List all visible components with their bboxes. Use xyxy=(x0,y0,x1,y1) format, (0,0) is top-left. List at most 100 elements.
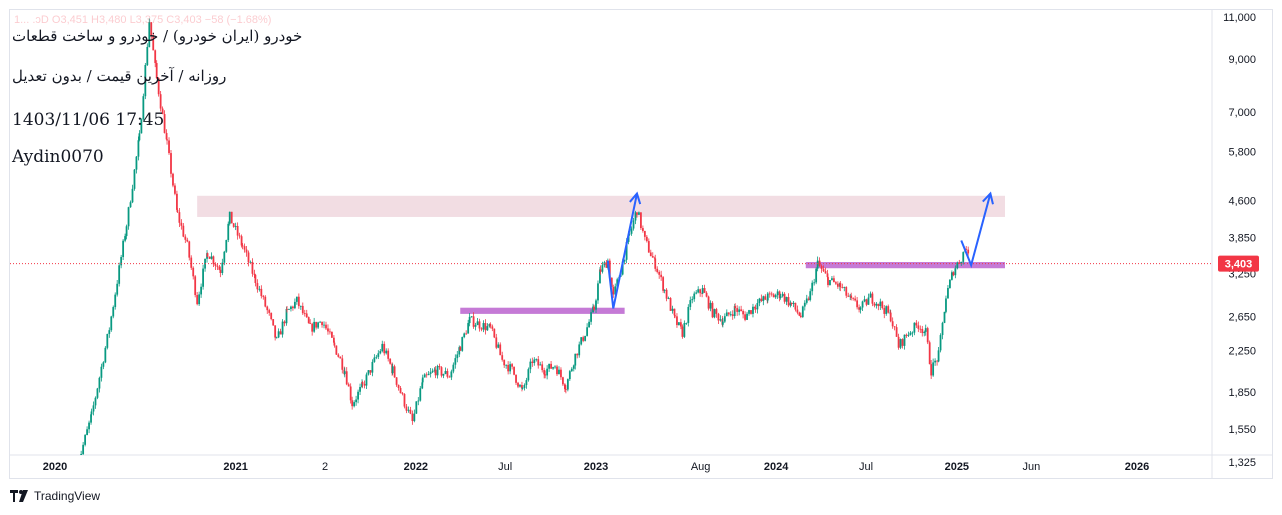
candle xyxy=(742,309,744,319)
candle xyxy=(315,321,318,330)
candle xyxy=(895,324,898,337)
candle xyxy=(676,313,678,328)
candle xyxy=(738,306,741,316)
candle xyxy=(564,383,566,392)
candle xyxy=(120,254,123,269)
candle xyxy=(403,393,406,409)
candle xyxy=(873,302,876,308)
candle xyxy=(954,265,957,279)
y-tick-label: 2,250 xyxy=(1228,346,1256,358)
candle xyxy=(463,332,466,339)
candle xyxy=(766,291,769,303)
candle xyxy=(641,225,644,233)
candle xyxy=(783,292,786,304)
candle xyxy=(945,295,947,314)
candle xyxy=(879,298,882,310)
y-tick-label: 3,850 xyxy=(1228,233,1256,245)
candle xyxy=(601,261,604,274)
candle xyxy=(785,296,788,306)
candle xyxy=(717,312,720,325)
candle xyxy=(845,286,848,299)
y-tick-label: 2,650 xyxy=(1228,311,1256,323)
candle xyxy=(558,366,560,375)
projection-2023-arrowhead xyxy=(629,191,642,205)
candle xyxy=(245,246,248,257)
candle xyxy=(748,309,750,316)
candle xyxy=(470,316,473,318)
candle xyxy=(204,258,206,272)
y-tick-label: 1,325 xyxy=(1228,457,1256,469)
candle xyxy=(556,364,558,376)
candle xyxy=(523,383,526,391)
candle xyxy=(852,297,855,301)
candle xyxy=(335,345,338,355)
candle xyxy=(186,237,189,243)
tradingview-logo[interactable]: TradingView xyxy=(10,489,100,503)
candle xyxy=(159,90,162,112)
candle xyxy=(580,336,583,346)
candle xyxy=(238,232,241,239)
candle xyxy=(391,363,394,375)
candle xyxy=(339,356,342,359)
candle xyxy=(288,308,290,310)
candle xyxy=(208,256,211,259)
candle xyxy=(841,283,844,289)
candle xyxy=(125,224,128,240)
candle xyxy=(266,305,269,314)
candle xyxy=(746,311,748,321)
candle xyxy=(180,219,183,230)
candle xyxy=(858,304,860,313)
candle xyxy=(865,298,868,307)
candle xyxy=(546,365,549,380)
candle xyxy=(869,291,872,298)
candle xyxy=(349,383,352,404)
candle xyxy=(588,319,590,328)
candle xyxy=(290,305,292,312)
candle xyxy=(357,389,359,404)
candle xyxy=(114,292,117,310)
candle xyxy=(223,250,226,266)
candle xyxy=(489,322,492,329)
candle xyxy=(82,441,85,455)
candle xyxy=(582,335,585,343)
candle xyxy=(843,286,846,292)
projection-2023 xyxy=(606,193,638,309)
y-tick-label: 1,850 xyxy=(1228,387,1256,399)
candle xyxy=(423,373,426,378)
candle xyxy=(484,319,487,335)
candle xyxy=(939,333,942,353)
projection-2025-arrowhead xyxy=(982,191,994,205)
tradingview-icon xyxy=(10,490,28,502)
candle xyxy=(427,371,430,376)
candle xyxy=(729,311,732,317)
candle xyxy=(299,305,302,310)
candle xyxy=(285,306,288,326)
candle xyxy=(295,296,298,305)
candle xyxy=(772,293,775,298)
candle xyxy=(695,290,698,295)
candle xyxy=(640,212,642,230)
candle xyxy=(839,281,842,292)
candle xyxy=(373,354,376,363)
candle xyxy=(94,396,97,409)
ohlc-legend: 1... .ɔD O3,451 H3,480 L3,375 C3,403 −58… xyxy=(14,14,272,26)
x-tick-label: 2023 xyxy=(584,461,608,473)
candle xyxy=(807,296,810,301)
candle xyxy=(377,350,380,360)
candle xyxy=(240,234,243,248)
candle xyxy=(859,306,862,314)
candle xyxy=(399,386,402,394)
candle xyxy=(915,320,918,328)
candle xyxy=(764,294,767,300)
candle xyxy=(921,325,924,337)
candle xyxy=(787,293,790,308)
candle xyxy=(768,291,771,298)
candle xyxy=(124,233,126,243)
candle xyxy=(92,401,95,416)
candle xyxy=(361,380,364,388)
candle xyxy=(881,300,884,310)
candle xyxy=(636,212,638,218)
candle xyxy=(230,211,233,224)
candle xyxy=(137,136,140,161)
